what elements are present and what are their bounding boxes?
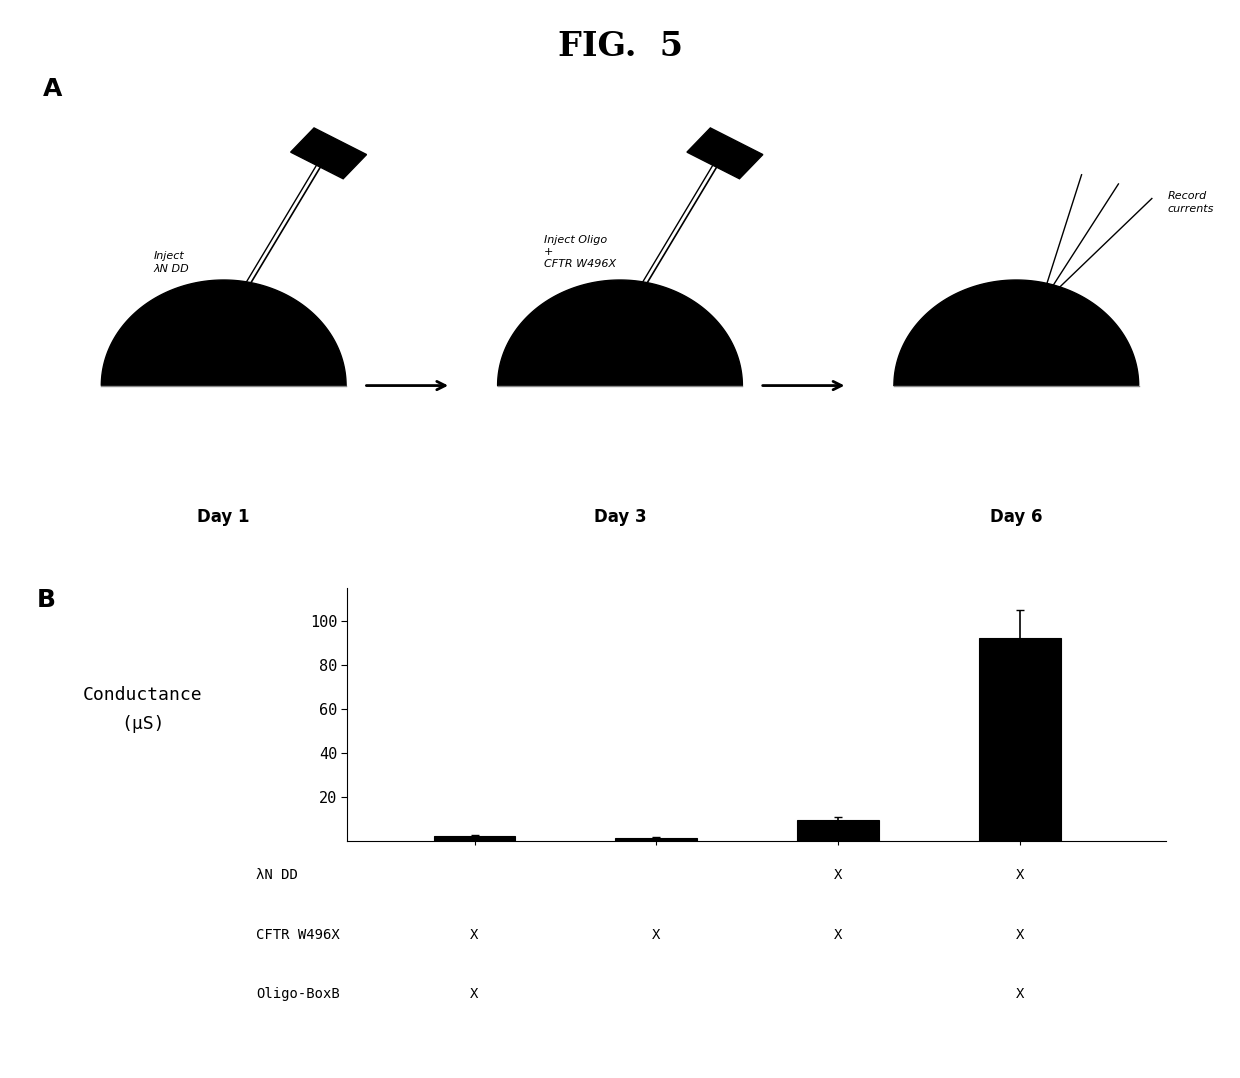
Text: Inject
λN DD: Inject λN DD	[154, 251, 190, 274]
Text: X: X	[835, 868, 842, 882]
Text: X: X	[1016, 928, 1024, 942]
Text: Oligo-BoxB: Oligo-BoxB	[257, 987, 340, 1001]
Text: Day 6: Day 6	[990, 508, 1043, 526]
Bar	[615, 838, 697, 841]
Text: X: X	[652, 928, 661, 942]
Bar	[797, 820, 879, 841]
Text: Day 1: Day 1	[197, 508, 250, 526]
Text: Conductance: Conductance	[83, 687, 202, 704]
Text: FIG.  5: FIG. 5	[558, 30, 682, 64]
Polygon shape	[687, 128, 763, 179]
Text: Inject Oligo
+
CFTR W496X: Inject Oligo + CFTR W496X	[544, 235, 616, 270]
Text: Record
currents: Record currents	[1168, 191, 1214, 213]
Bar	[980, 638, 1061, 841]
Text: Day 3: Day 3	[594, 508, 646, 526]
Text: (μS): (μS)	[120, 716, 165, 733]
Polygon shape	[290, 128, 367, 179]
Text: X: X	[1016, 987, 1024, 1001]
Bar	[434, 837, 516, 841]
Text: A: A	[43, 78, 62, 101]
Text: CFTR W496X: CFTR W496X	[257, 928, 340, 942]
Text: X: X	[470, 987, 479, 1001]
Text: X: X	[470, 928, 479, 942]
Text: B: B	[37, 588, 56, 611]
Text: X: X	[835, 928, 842, 942]
Text: λN DD: λN DD	[257, 868, 298, 882]
Polygon shape	[894, 280, 1138, 386]
Polygon shape	[497, 280, 743, 386]
Text: X: X	[1016, 868, 1024, 882]
Polygon shape	[102, 280, 346, 386]
